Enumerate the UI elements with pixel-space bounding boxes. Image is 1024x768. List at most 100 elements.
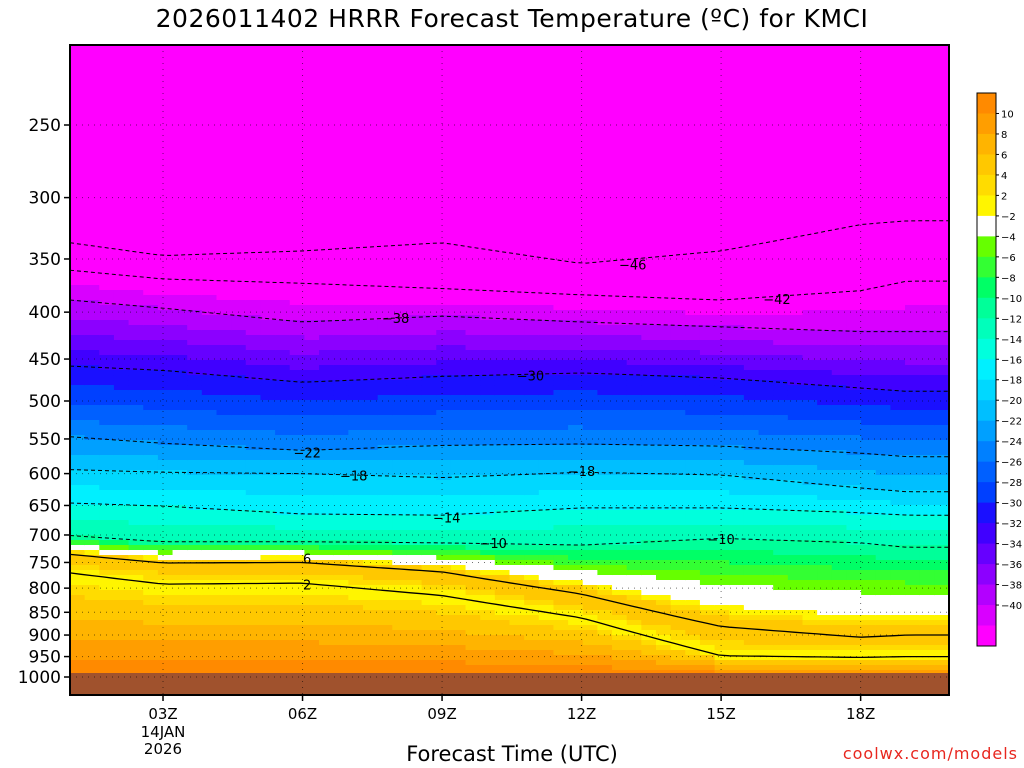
colorbar-label: −24 — [1001, 437, 1022, 448]
colorbar-label: −26 — [1001, 458, 1022, 469]
colorbar-label: −2 — [1001, 212, 1016, 223]
y-tick-label: 550 — [29, 430, 61, 450]
contour-label: −18 — [568, 465, 595, 480]
colorbar-label: −28 — [1001, 478, 1022, 489]
y-tick-label: 700 — [29, 526, 61, 546]
colorbar-label: −6 — [1001, 253, 1016, 264]
colorbar-label: −10 — [1001, 294, 1022, 305]
plot-frame — [69, 44, 950, 696]
chart-title: 2026011402 HRRR Forecast Temperature (ºC… — [155, 4, 869, 33]
y-tick-label: 650 — [29, 496, 61, 516]
contour-label: −18 — [340, 470, 367, 485]
colorbar-swatch — [977, 338, 996, 360]
colorbar-label: −12 — [1001, 314, 1022, 325]
colorbar-swatch — [977, 379, 996, 401]
colorbar-label: −4 — [1001, 232, 1016, 243]
colorbar-swatch — [977, 154, 996, 176]
y-axis-ticks: 250 300 350 400 450 500 550 600 650 700 750 800 850 9… — [18, 116, 70, 688]
contour-line-m38 — [70, 299, 949, 333]
colorbar-label: −36 — [1001, 560, 1022, 571]
colorbar-swatch — [977, 215, 996, 237]
colorbar-label: −32 — [1001, 519, 1022, 530]
x-tick-label: 18Z — [846, 705, 875, 723]
colorbar-label: 2 — [1001, 191, 1007, 202]
colorbar: 10 8 6 4 2 −2 −4 −6 −8 −10 −12 −14 −16 −18 −20 −22 −24 −2… — [976, 92, 1022, 647]
colorbar-swatch — [977, 195, 996, 217]
x-axis-label: Forecast Time (UTC) — [406, 742, 618, 766]
x-tick-label: 06Z — [288, 705, 317, 723]
contour-label: 2 — [303, 579, 311, 594]
y-tick-label: 500 — [29, 392, 61, 412]
ground-layer — [70, 672, 949, 695]
colorbar-label: 10 — [1001, 109, 1014, 120]
colorbar-swatch — [977, 174, 996, 196]
contour-label: −22 — [293, 446, 320, 461]
contour-label: −14 — [433, 512, 460, 527]
colorbar-swatch — [977, 359, 996, 381]
x-tick-label: 12Z — [567, 705, 596, 723]
y-tick-label: 600 — [29, 465, 61, 485]
colorbar-swatch — [977, 564, 996, 586]
grid-lines — [70, 45, 949, 695]
colorbar-swatch — [977, 93, 996, 114]
colorbar-label: −34 — [1001, 540, 1022, 551]
y-tick-label: 1000 — [18, 668, 61, 688]
colorbar-label: −14 — [1001, 335, 1022, 346]
y-tick-label: 250 — [29, 116, 61, 136]
colorbar-swatch — [977, 236, 996, 258]
contour-line-m46 — [70, 220, 949, 264]
colorbar-swatch — [977, 113, 996, 135]
x-date-label: 2026 — [144, 740, 182, 758]
colorbar-swatch — [977, 297, 996, 319]
x-tick-label: 15Z — [706, 705, 735, 723]
contour-label: −10 — [707, 533, 734, 548]
colorbar-label: 4 — [1001, 171, 1007, 182]
contour-label: −46 — [619, 259, 646, 274]
y-tick-label: 800 — [29, 579, 61, 599]
colorbar-swatch — [977, 523, 996, 545]
colorbar-swatch — [977, 420, 996, 442]
colorbar-swatch — [977, 441, 996, 463]
credit-link[interactable]: coolwx.com/models — [842, 744, 1018, 763]
colorbar-swatch — [977, 605, 996, 627]
y-tick-label: 400 — [29, 303, 61, 323]
colorbar-swatch — [977, 400, 996, 422]
colorbar-swatch — [977, 461, 996, 483]
contour-labels: −46 −42 −38 −30 −22 −18 −18 −14 −10 −10 6 2 — [293, 259, 790, 594]
colorbar-label: −16 — [1001, 355, 1022, 366]
x-tick-label: 09Z — [427, 705, 456, 723]
contour-label: −10 — [480, 537, 507, 552]
y-tick-label: 950 — [29, 648, 61, 668]
colorbar-label: −22 — [1001, 417, 1022, 428]
colorbar-label: −20 — [1001, 396, 1022, 407]
colorbar-swatch — [977, 318, 996, 340]
colorbar-label: 6 — [1001, 150, 1007, 161]
colorbar-label: −30 — [1001, 499, 1022, 510]
temperature-fill — [70, 45, 949, 695]
contour-label: −30 — [517, 370, 544, 385]
colorbar-label: 8 — [1001, 130, 1007, 141]
y-tick-label: 750 — [29, 553, 61, 573]
contour-label: −42 — [763, 293, 790, 308]
colorbar-swatch — [977, 256, 996, 278]
colorbar-swatch — [977, 584, 996, 606]
contour-line-6 — [70, 553, 949, 638]
colorbar-frame — [976, 92, 997, 647]
colorbar-label: −38 — [1001, 581, 1022, 592]
y-tick-label: 300 — [29, 189, 61, 209]
colorbar-swatch — [977, 133, 996, 155]
colorbar-label: −40 — [1001, 601, 1022, 612]
colorbar-swatch — [977, 482, 996, 504]
colorbar-swatch — [977, 543, 996, 565]
y-tick-label: 850 — [29, 603, 61, 623]
y-tick-label: 900 — [29, 626, 61, 646]
ground-fill — [70, 672, 949, 695]
x-tick-label: 03Z — [148, 705, 177, 723]
colorbar-label: −8 — [1001, 273, 1016, 284]
y-tick-label: 350 — [29, 250, 61, 270]
contour-label: 6 — [303, 553, 311, 568]
colorbar-label: −18 — [1001, 376, 1022, 387]
x-date-label: 14JAN — [141, 723, 186, 741]
